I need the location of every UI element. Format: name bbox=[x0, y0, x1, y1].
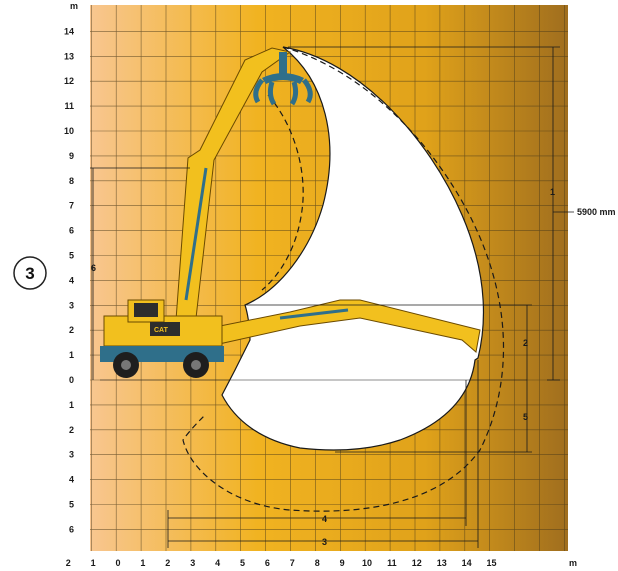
x-tick-label: 3 bbox=[190, 558, 195, 568]
x-tick-label: 2 bbox=[66, 558, 71, 568]
x-tick-label: 11 bbox=[387, 558, 397, 568]
dim-label-6: 6 bbox=[91, 263, 96, 273]
badge-number: 3 bbox=[25, 264, 34, 283]
reach-value-label: 5900 mm bbox=[577, 207, 616, 217]
x-tick-labels: 2 1 0 1 2 3 4 5 6 7 8 9 10 11 12 13 14 15 bbox=[66, 558, 497, 568]
horizontal-boom bbox=[199, 299, 481, 353]
x-tick-label: 10 bbox=[362, 558, 372, 568]
x-unit-label: m bbox=[569, 558, 577, 568]
y-tick-label: 4 bbox=[69, 275, 74, 285]
material-handler-machine: CAT bbox=[100, 47, 481, 378]
vertical-boom-cylinder bbox=[184, 167, 208, 301]
dimension-lines bbox=[90, 46, 574, 548]
y-tick-label: 2 bbox=[69, 325, 74, 335]
x-tick-label: 2 bbox=[165, 558, 170, 568]
y-tick-label: 8 bbox=[69, 176, 74, 186]
y-tick-label: 4 bbox=[69, 475, 74, 485]
x-tick-label: 1 bbox=[140, 558, 145, 568]
y-tick-label: 3 bbox=[69, 300, 74, 310]
y-tick-label: 1 bbox=[69, 400, 74, 410]
dashed-inner-outline bbox=[261, 94, 304, 291]
dim-label-2: 2 bbox=[523, 338, 528, 348]
y-tick-label: 13 bbox=[64, 51, 74, 61]
y-tick-label: 10 bbox=[64, 126, 74, 136]
x-tick-label: 8 bbox=[315, 558, 320, 568]
y-tick-label: 0 bbox=[69, 375, 74, 385]
x-tick-label: 6 bbox=[265, 558, 270, 568]
dim-label-5: 5 bbox=[523, 412, 528, 422]
x-tick-label: 5 bbox=[240, 558, 245, 568]
svg-text:CAT: CAT bbox=[154, 327, 169, 334]
x-tick-label: 7 bbox=[290, 558, 295, 568]
dashed-reach-outline bbox=[182, 46, 505, 512]
x-tick-label: 15 bbox=[486, 558, 496, 568]
y-tick-label: 7 bbox=[69, 201, 74, 211]
x-tick-label: 4 bbox=[215, 558, 220, 568]
x-tick-label: 12 bbox=[412, 558, 422, 568]
y-tick-label: 9 bbox=[69, 151, 74, 161]
y-tick-label: 6 bbox=[69, 524, 74, 534]
y-unit-label: m bbox=[70, 1, 78, 11]
section-badge: 3 bbox=[13, 256, 47, 290]
y-tick-label: 2 bbox=[69, 425, 74, 435]
y-tick-label: 14 bbox=[64, 26, 74, 36]
y-tick-label: 11 bbox=[64, 101, 74, 111]
x-tick-label: 1 bbox=[91, 558, 96, 568]
horizontal-boom-cylinder bbox=[279, 308, 349, 320]
y-tick-label: 6 bbox=[69, 226, 74, 236]
y-tick-label: 5 bbox=[69, 251, 74, 261]
dim-label-4: 4 bbox=[322, 514, 327, 524]
x-tick-label: 13 bbox=[437, 558, 447, 568]
working-envelope bbox=[221, 46, 485, 451]
y-tick-label: 3 bbox=[69, 450, 74, 460]
dim-label-1: 1 bbox=[550, 187, 555, 197]
x-tick-label: 14 bbox=[462, 558, 472, 568]
y-tick-label: 12 bbox=[64, 76, 74, 86]
y-tick-label: 1 bbox=[69, 350, 74, 360]
dim-label-3: 3 bbox=[322, 537, 327, 547]
y-tick-label: 5 bbox=[69, 500, 74, 510]
orange-peel-grapple bbox=[253, 52, 313, 106]
x-tick-label: 0 bbox=[115, 558, 120, 568]
x-tick-label: 9 bbox=[340, 558, 345, 568]
